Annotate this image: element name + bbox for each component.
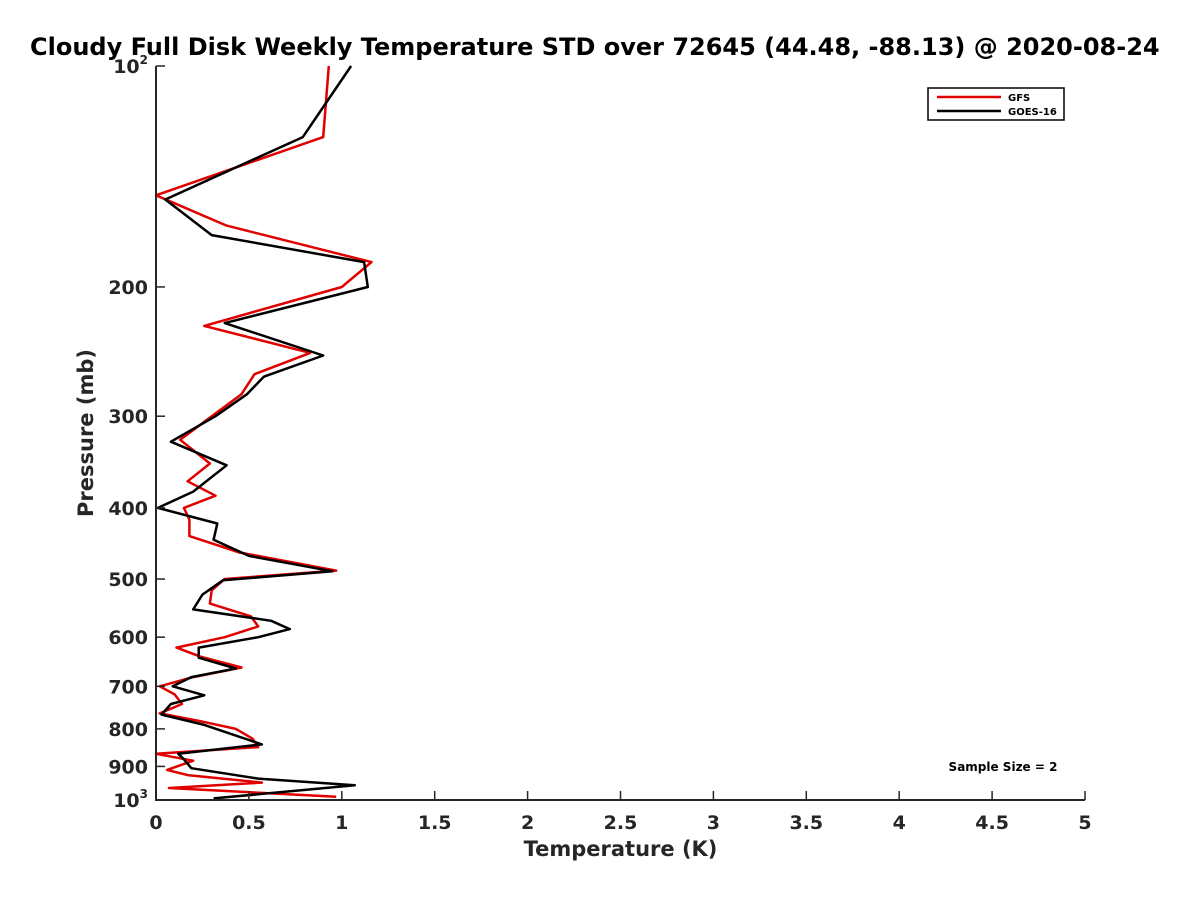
y-tick-label: 400 bbox=[108, 498, 148, 520]
y-tick-label: 102 bbox=[113, 53, 148, 78]
legend-entry-gfs: GFS bbox=[1008, 93, 1030, 104]
y-tick-label: 103 bbox=[113, 787, 148, 812]
x-tick-label: 2 bbox=[521, 812, 534, 834]
y-tick-label: 500 bbox=[108, 569, 148, 591]
legend-entry-goes-16: GOES-16 bbox=[1008, 107, 1057, 118]
y-tick-label: 600 bbox=[108, 627, 148, 649]
legend-box bbox=[927, 87, 1065, 121]
x-tick-label: 1 bbox=[335, 812, 348, 834]
x-tick-label: 3.5 bbox=[789, 812, 823, 834]
x-tick-label: 2.5 bbox=[604, 812, 638, 834]
y-tick-label: 800 bbox=[108, 719, 148, 741]
series-layer bbox=[154, 65, 373, 800]
y-axis-ticks: 102 200 300 400 500 600 700 800 900 103 bbox=[108, 53, 165, 812]
y-tick-label: 900 bbox=[108, 756, 148, 778]
x-axis-label: Temperature (K) bbox=[524, 837, 718, 861]
x-tick-label: 4.5 bbox=[975, 812, 1009, 834]
x-tick-label: 3 bbox=[707, 812, 720, 834]
plot-area: 0 0.5 1 1.5 2 2.5 3 3.5 4 4.5 5 102 200 300 400 500 600… bbox=[108, 53, 1091, 834]
x-tick-label: 1.5 bbox=[418, 812, 452, 834]
x-tick-label: 0 bbox=[149, 812, 162, 834]
sample-size-annotation: Sample Size = 2 bbox=[949, 760, 1058, 774]
y-tick-label: 700 bbox=[108, 676, 148, 698]
series-line-goes-16 bbox=[156, 65, 370, 800]
legend: GFS GOES-16 bbox=[927, 87, 1065, 121]
y-tick-label: 200 bbox=[108, 277, 148, 299]
x-axis-ticks: 0 0.5 1 1.5 2 2.5 3 3.5 4 4.5 5 bbox=[149, 791, 1092, 834]
y-axis-label: Pressure (mb) bbox=[74, 349, 98, 517]
x-tick-label: 4 bbox=[893, 812, 906, 834]
x-tick-label: 0.5 bbox=[232, 812, 266, 834]
x-tick-label: 5 bbox=[1078, 812, 1091, 834]
plot-background bbox=[156, 66, 1085, 800]
y-tick-label: 300 bbox=[108, 406, 148, 428]
chart-title: Cloudy Full Disk Weekly Temperature STD … bbox=[30, 33, 1160, 61]
